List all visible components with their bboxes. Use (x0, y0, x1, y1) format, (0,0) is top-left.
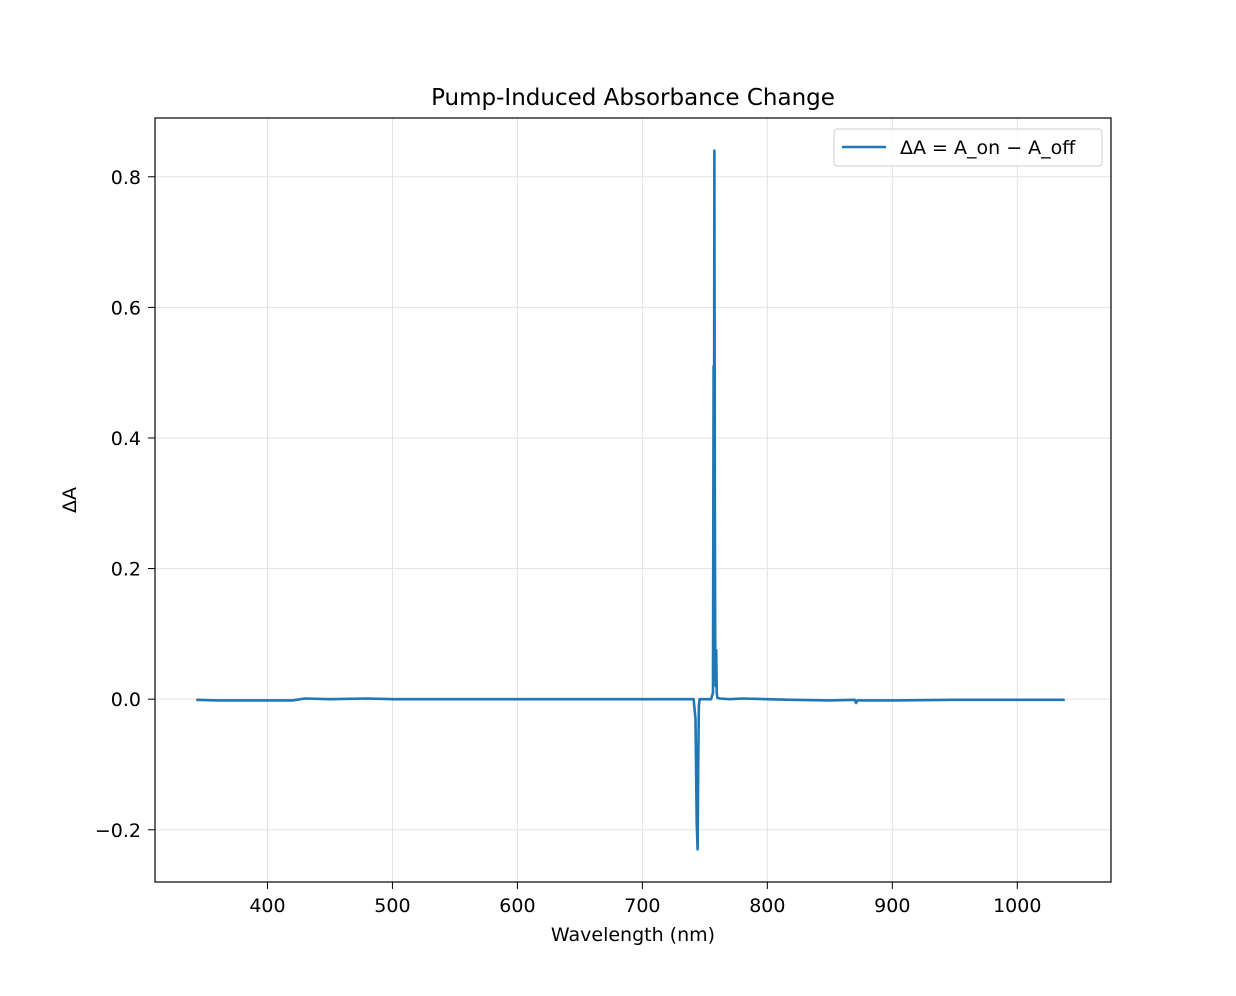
x-tick-label: 600 (499, 895, 535, 917)
y-tick-label: 0.0 (111, 689, 141, 711)
y-tick-label: 0.4 (111, 428, 141, 450)
x-tick-label: 800 (749, 895, 785, 917)
y-tick-label: 0.2 (111, 559, 141, 581)
plot-frame (154, 117, 1112, 883)
series-line (196, 149, 1065, 851)
chart-title: Pump-Induced Absorbance Change (431, 85, 835, 111)
x-tick-label: 400 (249, 895, 285, 917)
x-tick-label: 900 (874, 895, 910, 917)
y-axis: −0.2 0.0 0.2 0.4 0.6 0.8 (95, 167, 155, 842)
y-tick-label: −0.2 (95, 820, 141, 842)
legend-box (833, 128, 1103, 167)
x-axis-label: Wavelength (nm) (551, 924, 715, 946)
x-tick-label: 1000 (993, 895, 1041, 917)
y-tick-label: 0.6 (111, 297, 141, 319)
y-axis-label: ΔA (59, 487, 81, 513)
x-tick-label: 700 (624, 895, 660, 917)
series-layer (196, 149, 1065, 851)
y-tick-label: 0.8 (111, 167, 141, 189)
x-axis: 400 500 600 700 800 900 1000 (249, 882, 1041, 917)
legend-label: ΔA = A_on − A_off (900, 137, 1076, 159)
grid (155, 118, 1111, 882)
legend: ΔA = A_on − A_off (833, 128, 1103, 167)
x-tick-label: 500 (374, 895, 410, 917)
